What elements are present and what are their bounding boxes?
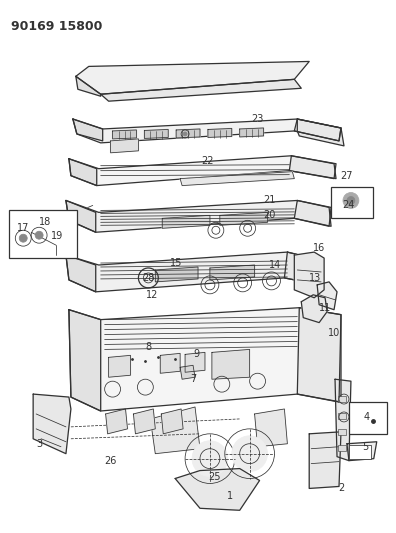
Polygon shape [180,172,294,185]
Bar [338,396,346,402]
Text: 20: 20 [263,211,276,220]
Text: 90169 15800: 90169 15800 [11,20,103,33]
Bar [338,413,346,419]
Polygon shape [284,252,321,285]
Polygon shape [145,130,168,139]
Polygon shape [317,282,337,310]
Text: 8: 8 [145,342,151,352]
Polygon shape [297,308,341,402]
Polygon shape [133,409,155,434]
Text: 11: 11 [319,303,331,313]
Polygon shape [294,119,341,141]
Circle shape [19,234,27,242]
Circle shape [232,436,268,472]
Bar [349,445,371,458]
Circle shape [35,231,43,239]
Polygon shape [66,255,96,292]
Polygon shape [112,130,137,139]
Polygon shape [109,356,130,377]
Text: 7: 7 [190,374,196,384]
Text: 5: 5 [362,442,368,452]
Circle shape [343,192,359,208]
Polygon shape [69,310,101,411]
Text: 25: 25 [209,472,221,481]
Text: 3: 3 [36,439,42,449]
Polygon shape [69,159,97,185]
Text: 24: 24 [343,200,355,211]
Text: 1: 1 [227,491,233,502]
Text: 15: 15 [170,258,182,268]
Polygon shape [347,442,377,461]
Text: 18: 18 [39,217,51,227]
Polygon shape [69,156,336,185]
Text: 28: 28 [142,273,154,283]
Text: 26: 26 [105,456,117,466]
Polygon shape [255,409,287,447]
Polygon shape [220,212,268,225]
Text: 17: 17 [17,223,29,233]
Polygon shape [212,350,249,379]
Polygon shape [160,353,180,373]
Polygon shape [69,308,341,411]
Polygon shape [335,379,351,461]
Text: 13: 13 [309,273,321,283]
Bar [331,187,373,219]
Text: 14: 14 [269,260,282,270]
Circle shape [347,197,355,205]
Bar [338,445,346,451]
Circle shape [192,441,228,477]
Polygon shape [176,129,200,138]
Polygon shape [76,76,101,96]
Polygon shape [309,432,341,488]
Bar [338,429,346,435]
Polygon shape [289,156,336,179]
Polygon shape [66,252,321,292]
Text: 23: 23 [251,114,264,124]
Polygon shape [106,409,128,434]
Text: 12: 12 [146,290,158,300]
Polygon shape [66,200,96,232]
Polygon shape [161,409,183,434]
Polygon shape [73,119,341,143]
Text: 16: 16 [313,243,325,253]
Polygon shape [208,128,232,138]
Polygon shape [240,128,263,137]
Polygon shape [155,267,198,282]
Polygon shape [150,407,200,454]
Text: 9: 9 [193,349,199,359]
Text: 4: 4 [364,412,370,422]
Polygon shape [210,265,255,280]
Polygon shape [175,469,259,510]
Text: 19: 19 [51,231,63,241]
Bar [352,406,370,431]
Text: 21: 21 [263,196,276,205]
Polygon shape [297,119,344,146]
Text: 22: 22 [202,156,214,166]
Polygon shape [101,79,301,101]
Polygon shape [180,365,195,379]
Polygon shape [33,394,71,454]
Polygon shape [301,295,327,322]
Polygon shape [185,352,205,372]
Polygon shape [110,139,139,153]
Text: 27: 27 [341,171,353,181]
Polygon shape [76,61,309,94]
Bar [349,402,386,434]
Polygon shape [294,200,331,227]
Polygon shape [162,215,210,228]
Circle shape [183,132,187,136]
Polygon shape [73,119,103,141]
Text: 10: 10 [328,328,340,337]
Bar [10,211,77,258]
Text: 2: 2 [338,483,344,494]
Polygon shape [66,200,331,232]
Polygon shape [294,252,324,298]
